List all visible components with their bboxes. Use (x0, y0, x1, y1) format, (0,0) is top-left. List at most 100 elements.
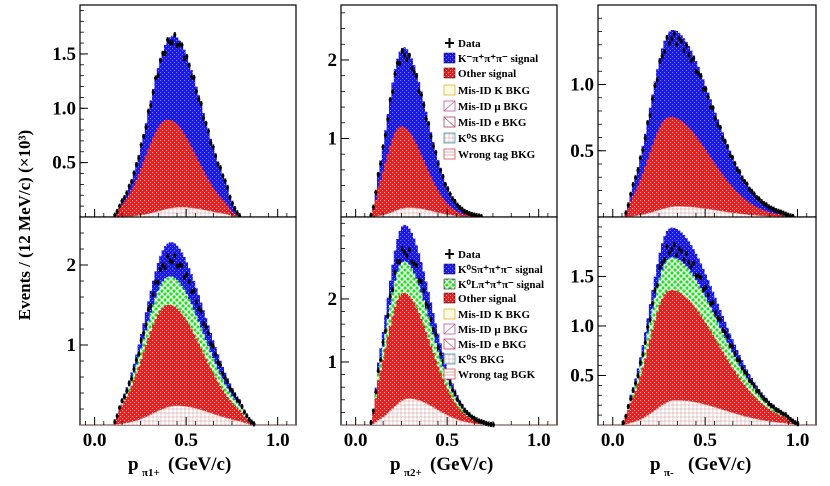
data-point (422, 288, 426, 294)
data-point (371, 204, 375, 210)
data-point (182, 55, 186, 61)
data-point (407, 247, 411, 253)
data-point (643, 340, 647, 346)
data-point (436, 161, 440, 167)
data-point (427, 121, 431, 127)
data-point (740, 175, 744, 181)
data-point (209, 341, 213, 347)
y-tick-label: 0.5 (570, 365, 594, 386)
legend-item-misid-k: Mis-ID K BKG (443, 308, 531, 321)
data-point (721, 135, 725, 141)
data-point (738, 358, 742, 364)
data-point (463, 407, 467, 413)
data-point (376, 171, 380, 177)
data-point (386, 313, 390, 319)
data-point (206, 128, 210, 134)
data-point (434, 331, 438, 337)
data-point (417, 278, 421, 284)
data-point (235, 210, 239, 216)
panel-bottom-left: 1 2 0.0 0.5 1.0 (67, 216, 297, 451)
data-point (424, 301, 428, 307)
data-point (638, 155, 642, 161)
svg-text:Mis-ID e BKG: Mis-ID e BKG (458, 339, 527, 351)
data-point (716, 315, 720, 321)
data-point (142, 330, 146, 336)
panel-top-right: 0.5 1.0 (570, 4, 817, 219)
data-point (453, 390, 457, 396)
data-point (199, 101, 203, 107)
data-point (677, 35, 681, 41)
x-label-p: p (390, 454, 401, 475)
svg-text:Mis-ID μ BKG: Mis-ID μ BKG (458, 101, 528, 113)
legend-item-misid-k: Mis-ID K BKG (443, 84, 531, 97)
data-point (721, 327, 725, 333)
data-point (713, 116, 717, 122)
data-point (711, 300, 715, 306)
data-point (130, 376, 134, 382)
data-point (675, 252, 679, 258)
x-label-unit: (GeV/c) (168, 454, 231, 475)
data-point (747, 186, 751, 192)
x-label-subscript: π2+ (404, 467, 422, 479)
data-point (206, 330, 210, 336)
data-point (743, 179, 747, 185)
data-point (415, 73, 419, 79)
data-point (149, 303, 153, 309)
data-point (240, 404, 244, 410)
data-point (226, 184, 230, 190)
data-point (641, 352, 645, 358)
data-point (752, 191, 756, 197)
data-point (166, 37, 170, 43)
data-point (634, 175, 638, 181)
data-point (214, 352, 218, 358)
legend-item-misid-e: Mis-ID e BKG (443, 338, 527, 351)
data-point (772, 206, 776, 212)
data-point (713, 310, 717, 316)
data-point (163, 51, 167, 57)
x-label-p: p (650, 454, 661, 475)
data-point (491, 422, 495, 428)
data-point (166, 253, 170, 259)
data-point (125, 190, 129, 196)
data-point (115, 208, 119, 214)
data-point (784, 211, 788, 217)
data-point (755, 195, 759, 201)
data-point (122, 195, 126, 201)
y-tick-label: 1 (328, 352, 338, 373)
data-point (386, 116, 390, 122)
data-point (431, 327, 435, 333)
data-point (214, 153, 218, 159)
data-point (218, 165, 222, 171)
svg-text:Data: Data (458, 38, 481, 50)
data-point (626, 202, 630, 208)
legend-item-data: Data (445, 38, 481, 50)
data-point (204, 120, 208, 126)
data-point (793, 420, 797, 426)
data-point (247, 416, 251, 422)
data-point (187, 279, 191, 285)
data-point (672, 242, 676, 248)
data-point (211, 144, 215, 150)
data-point (228, 194, 232, 200)
data-point (458, 400, 462, 406)
data-point (463, 208, 467, 214)
histogram-plot: 0.5 1.0 1.5 (52, 10, 296, 219)
data-point (626, 404, 630, 410)
data-point (667, 40, 671, 46)
data-point (405, 253, 409, 259)
data-point (443, 182, 447, 188)
data-point (682, 257, 686, 263)
data-point (651, 96, 654, 102)
x-label-unit: (GeV/c) (430, 454, 493, 475)
bkg-layer (80, 405, 296, 426)
data-point (757, 389, 761, 395)
data-point (723, 139, 727, 145)
legend-item-other-signal: Other signal (443, 67, 516, 80)
data-point (118, 203, 122, 209)
data-point (221, 370, 225, 376)
data-point (199, 308, 203, 314)
data-point (738, 169, 742, 175)
data-point (393, 269, 397, 275)
data-point (694, 68, 698, 74)
